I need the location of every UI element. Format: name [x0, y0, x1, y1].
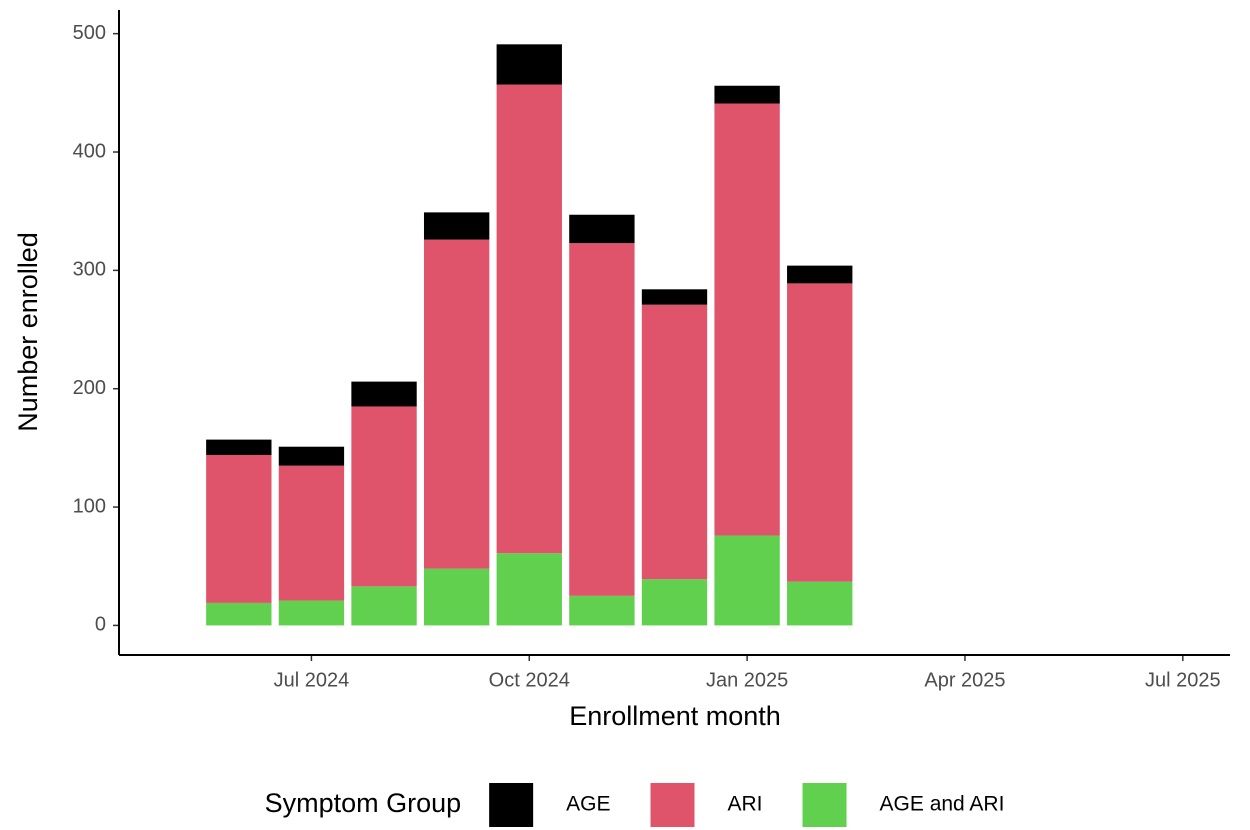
legend-swatch [650, 783, 695, 827]
bar-segment [278, 465, 345, 601]
legend-label: AGE and ARI [880, 793, 1005, 816]
bar-segment [569, 595, 635, 626]
y-tick-label: 300 [73, 259, 106, 281]
bar-segment [351, 381, 417, 407]
legend-swatch [489, 783, 534, 827]
bar-segment [278, 600, 345, 626]
bar-segment [641, 304, 708, 580]
bar-segment [351, 406, 417, 587]
bar-segment [351, 586, 417, 626]
legend-title: Symptom Group [265, 788, 462, 818]
bar-segment [714, 535, 780, 626]
bar-segment [496, 84, 562, 554]
y-tick-label: 0 [95, 614, 106, 636]
bar-segment [423, 568, 490, 626]
bar-segment [569, 243, 635, 596]
y-tick-label: 100 [73, 495, 106, 517]
legend-label: AGE [566, 793, 610, 816]
bar-segment [787, 283, 853, 582]
x-tick-label: Jan 2025 [706, 669, 788, 691]
bar-segment [423, 239, 490, 569]
bar-segment [206, 602, 272, 626]
bar-segment [787, 581, 853, 626]
y-axis-title: Number enrolled [13, 232, 43, 432]
legend-swatch [802, 783, 847, 827]
bar-segment [714, 85, 780, 104]
bar-segment [206, 454, 272, 603]
bar-segment [641, 579, 708, 626]
x-tick-label: Oct 2024 [489, 669, 570, 691]
bar-segment [423, 212, 490, 240]
x-axis-title: Enrollment month [569, 701, 781, 731]
bar-segment [278, 446, 345, 466]
bar-segment [496, 553, 562, 626]
bar-segment [714, 103, 780, 536]
bar-segment [787, 265, 853, 284]
bar-segment [206, 439, 272, 455]
y-tick-label: 400 [73, 140, 106, 162]
x-tick-label: Jul 2024 [274, 669, 350, 691]
bar-segment [641, 289, 708, 305]
bar-segment [496, 44, 562, 85]
y-tick-label: 500 [73, 22, 106, 44]
legend-label: ARI [728, 793, 763, 816]
x-tick-label: Apr 2025 [924, 669, 1005, 691]
y-tick-label: 200 [73, 377, 106, 399]
x-tick-label: Jul 2025 [1145, 669, 1221, 691]
bar-segment [569, 214, 635, 244]
